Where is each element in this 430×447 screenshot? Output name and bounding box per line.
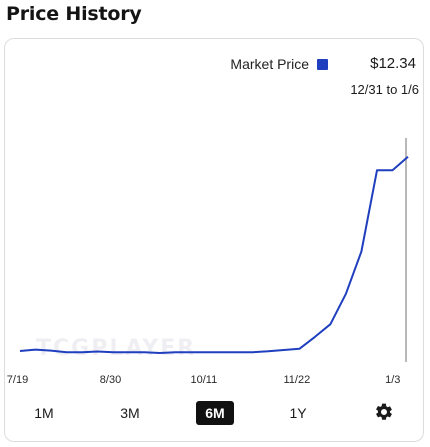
legend-swatch bbox=[317, 58, 328, 70]
date-range: 12/31 to 1/6 bbox=[350, 82, 419, 97]
range-button-6m[interactable]: 6M bbox=[196, 401, 234, 425]
x-tick-label: 1/3 bbox=[385, 374, 401, 386]
x-tick-label: 11/22 bbox=[283, 374, 311, 386]
legend: Market Price bbox=[230, 56, 328, 72]
x-tick-label: 7/19 bbox=[6, 374, 29, 386]
gear-icon[interactable] bbox=[374, 402, 394, 422]
range-button-3m[interactable]: 3M bbox=[120, 405, 140, 421]
range-selector: 1M 3M 6M 1Y bbox=[0, 401, 430, 427]
page-title: Price History bbox=[6, 3, 142, 25]
current-price: $12.34 bbox=[370, 55, 416, 72]
range-button-1y[interactable]: 1Y bbox=[289, 405, 307, 421]
legend-label: Market Price bbox=[230, 56, 309, 72]
x-tick-label: 8/30 bbox=[99, 374, 122, 386]
range-button-1m[interactable]: 1M bbox=[34, 405, 54, 421]
x-tick-label: 10/11 bbox=[190, 374, 218, 386]
watermark-logo: TCGPLAYER bbox=[36, 336, 197, 361]
